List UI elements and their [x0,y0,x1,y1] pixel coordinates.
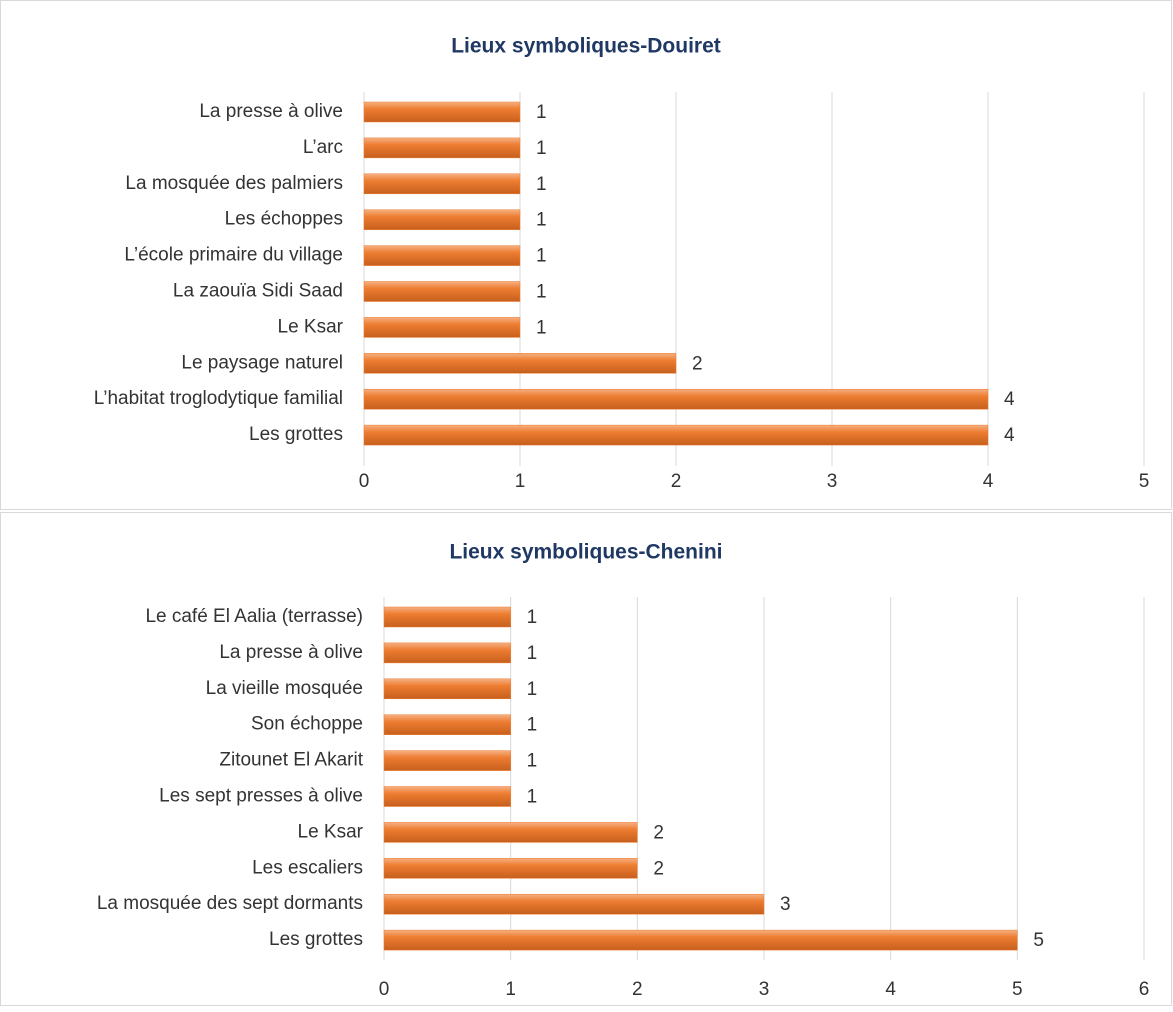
y-tick-label: L’école primaire du village [124,245,343,266]
x-tick-label: 4 [885,979,896,1000]
bar [383,606,511,628]
value-label: 1 [536,138,547,159]
value-label: 3 [780,894,791,915]
y-tick-label: Les escaliers [252,857,363,878]
x-tick-label: 3 [827,471,838,492]
y-tick-label: La presse à olive [219,642,363,663]
y-tick-label: La mosquée des sept dormants [97,893,363,914]
y-tick-label: Le paysage naturel [181,352,343,373]
bar [383,642,511,664]
bar [363,245,521,266]
value-label: 1 [527,751,538,772]
value-label: 1 [527,679,538,700]
value-label: 2 [653,822,664,843]
x-tick-label: 3 [759,979,770,1000]
value-label: 2 [653,858,664,879]
y-tick-label: Les grottes [269,929,363,950]
bar [383,714,511,735]
value-label: 1 [536,174,547,195]
value-label: 1 [527,607,538,628]
bar [383,822,638,843]
bar [363,209,521,230]
bar [363,388,989,410]
bar [363,173,521,195]
y-tick-label: La zaouïa Sidi Saad [173,281,343,302]
bar [383,786,511,807]
panel [0,512,1172,1006]
value-label: 1 [527,715,538,736]
y-tick-label: La mosquée des palmiers [125,173,343,194]
x-tick-label: 1 [505,979,516,1000]
y-tick-label: Le Ksar [298,821,364,842]
y-tick-label: L’arc [303,137,343,158]
y-tick-label: Les grottes [249,424,343,445]
y-tick-label: Le café El Aalia (terrasse) [145,606,363,627]
x-tick-label: 6 [1139,979,1150,1000]
x-tick-label: 2 [632,979,643,1000]
value-label: 1 [536,210,547,231]
panel [0,0,1172,510]
value-label: 5 [1033,930,1044,951]
x-tick-label: 5 [1012,979,1023,1000]
bar [383,750,511,771]
y-tick-label: La vieille mosquée [206,678,363,699]
bar [363,281,521,302]
value-label: 1 [527,643,538,664]
value-label: 1 [536,102,547,123]
y-tick-label: Son échoppe [251,714,363,735]
y-tick-label: Les échoppes [225,209,343,230]
y-tick-label: L’habitat troglodytique familial [94,388,343,409]
value-label: 1 [536,317,547,338]
bar [363,101,521,123]
value-label: 1 [536,282,547,303]
value-label: 1 [536,246,547,267]
value-label: 4 [1004,425,1015,446]
value-label: 1 [527,787,538,808]
x-tick-label: 0 [359,471,370,492]
x-tick-label: 1 [515,471,526,492]
y-tick-label: La presse à olive [199,101,343,122]
y-tick-label: Le Ksar [278,316,344,337]
value-label: 2 [692,353,703,374]
bar [363,424,989,446]
x-tick-label: 5 [1139,471,1150,492]
chart-title: Lieux symboliques-Douiret [451,35,721,58]
bar [383,858,638,879]
chart-title: Lieux symboliques-Chenini [449,541,722,564]
x-tick-label: 4 [983,471,994,492]
bar [383,929,1018,951]
x-tick-label: 0 [379,979,390,1000]
value-label: 4 [1004,389,1015,410]
bar [383,893,765,915]
bar [363,353,677,374]
bar [383,678,511,700]
bar [363,317,521,338]
bar [363,137,521,159]
y-tick-label: Les sept presses à olive [159,786,363,807]
y-tick-label: Zitounet El Akarit [219,750,363,771]
x-tick-label: 2 [671,471,682,492]
